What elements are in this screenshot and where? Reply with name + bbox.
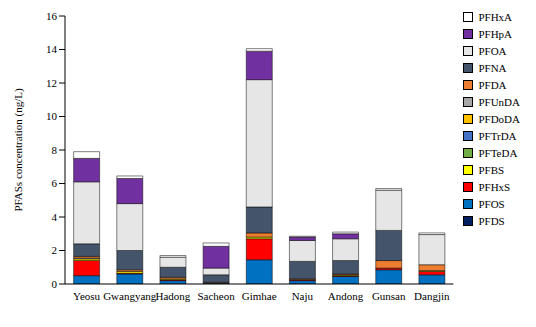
- svg-text:4: 4: [52, 211, 58, 223]
- svg-text:Dangjin: Dangjin: [414, 290, 450, 302]
- html-text:PFHxS: PFHxS: [478, 180, 511, 193]
- svg-text:6: 6: [52, 177, 58, 189]
- html-text:PFHpA: PFHpA: [478, 27, 512, 40]
- svg-text:16: 16: [46, 10, 58, 22]
- html-text:PFDA: PFDA: [478, 78, 507, 91]
- svg-text:Gunsan: Gunsan: [372, 290, 406, 302]
- svg-text:12: 12: [46, 77, 57, 89]
- svg-text:Hadong: Hadong: [155, 290, 190, 302]
- svg-text:Yeosu: Yeosu: [73, 290, 101, 302]
- svg-text:PFASs concentration (ng/L): PFASs concentration (ng/L): [12, 88, 25, 212]
- svg-text:0: 0: [52, 278, 58, 290]
- svg-text:Sacheon: Sacheon: [197, 290, 235, 302]
- html-text:PFDoDA: PFDoDA: [478, 112, 520, 125]
- html-text:PFBS: PFBS: [478, 163, 505, 176]
- html-text:PFOS: PFOS: [478, 197, 505, 210]
- html-text:PFDS: PFDS: [478, 214, 505, 227]
- svg-text:Andong: Andong: [328, 290, 364, 302]
- html-text:PFUnDA: PFUnDA: [478, 95, 520, 108]
- svg-text:8: 8: [52, 144, 58, 156]
- svg-text:Gwangyang: Gwangyang: [103, 290, 157, 302]
- html-text:PFNA: PFNA: [478, 61, 507, 74]
- svg-text:2: 2: [52, 244, 58, 256]
- html-text:PFTeDA: PFTeDA: [478, 146, 518, 159]
- svg-text:10: 10: [46, 110, 58, 122]
- html-text:PFOA: PFOA: [478, 44, 507, 57]
- svg-text:14: 14: [46, 43, 58, 55]
- svg-text:Naju: Naju: [292, 290, 314, 302]
- html-text:PFHxA: PFHxA: [478, 10, 512, 23]
- svg-text:Gimhae: Gimhae: [242, 290, 277, 302]
- html-text:PFTrDA: PFTrDA: [478, 129, 517, 142]
